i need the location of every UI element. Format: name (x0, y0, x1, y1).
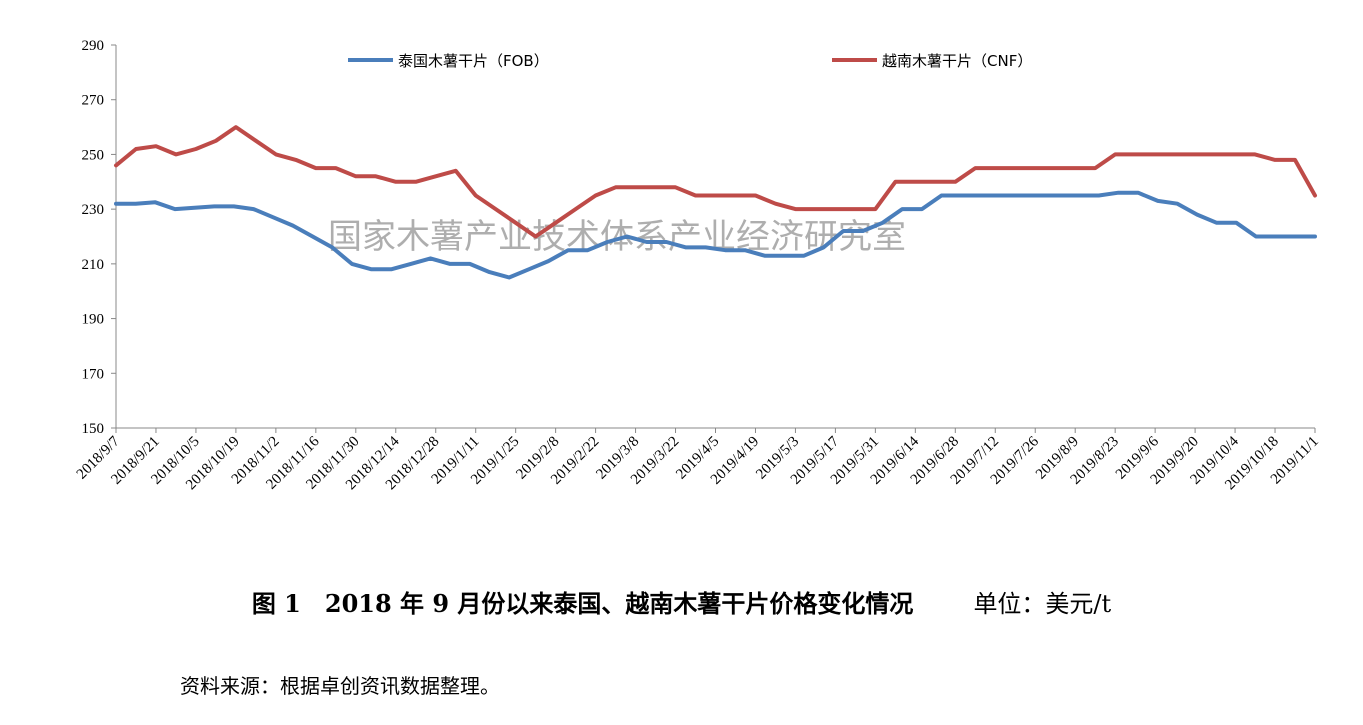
caption-unit: 单位：美元/t (973, 590, 1112, 618)
legend-label-1: 越南木薯干片（CNF） (882, 52, 1032, 70)
legend-label-0: 泰国木薯干片（FOB） (398, 52, 549, 70)
y-tick-label: 150 (82, 421, 105, 437)
watermark-text: 国家木薯产业技术体系产业经济研究室 (328, 217, 906, 257)
y-tick-label: 290 (82, 38, 105, 54)
source-note: 资料来源：根据卓创资讯数据整理。 (180, 674, 500, 698)
y-tick-label: 210 (82, 257, 105, 273)
y-tick-label: 190 (82, 312, 105, 328)
y-tick-label: 230 (82, 202, 105, 218)
y-tick-label: 270 (82, 93, 105, 109)
figure-caption: 图 1 2018 年 9 月份以来泰国、越南木薯干片价格变化情况 单位：美元/t (0, 584, 1363, 619)
price-line-chart: 国家木薯产业技术体系产业经济研究室 150 170 190 210 230 250 270 29… (74, 38, 1322, 493)
y-tick-label: 250 (82, 147, 105, 163)
y-tick-label: 170 (82, 366, 105, 382)
series-line-0 (114, 190, 1317, 280)
caption-title: 图 1 2018 年 9 月份以来泰国、越南木薯干片价格变化情况 (251, 589, 914, 618)
series-line-1 (114, 125, 1317, 239)
